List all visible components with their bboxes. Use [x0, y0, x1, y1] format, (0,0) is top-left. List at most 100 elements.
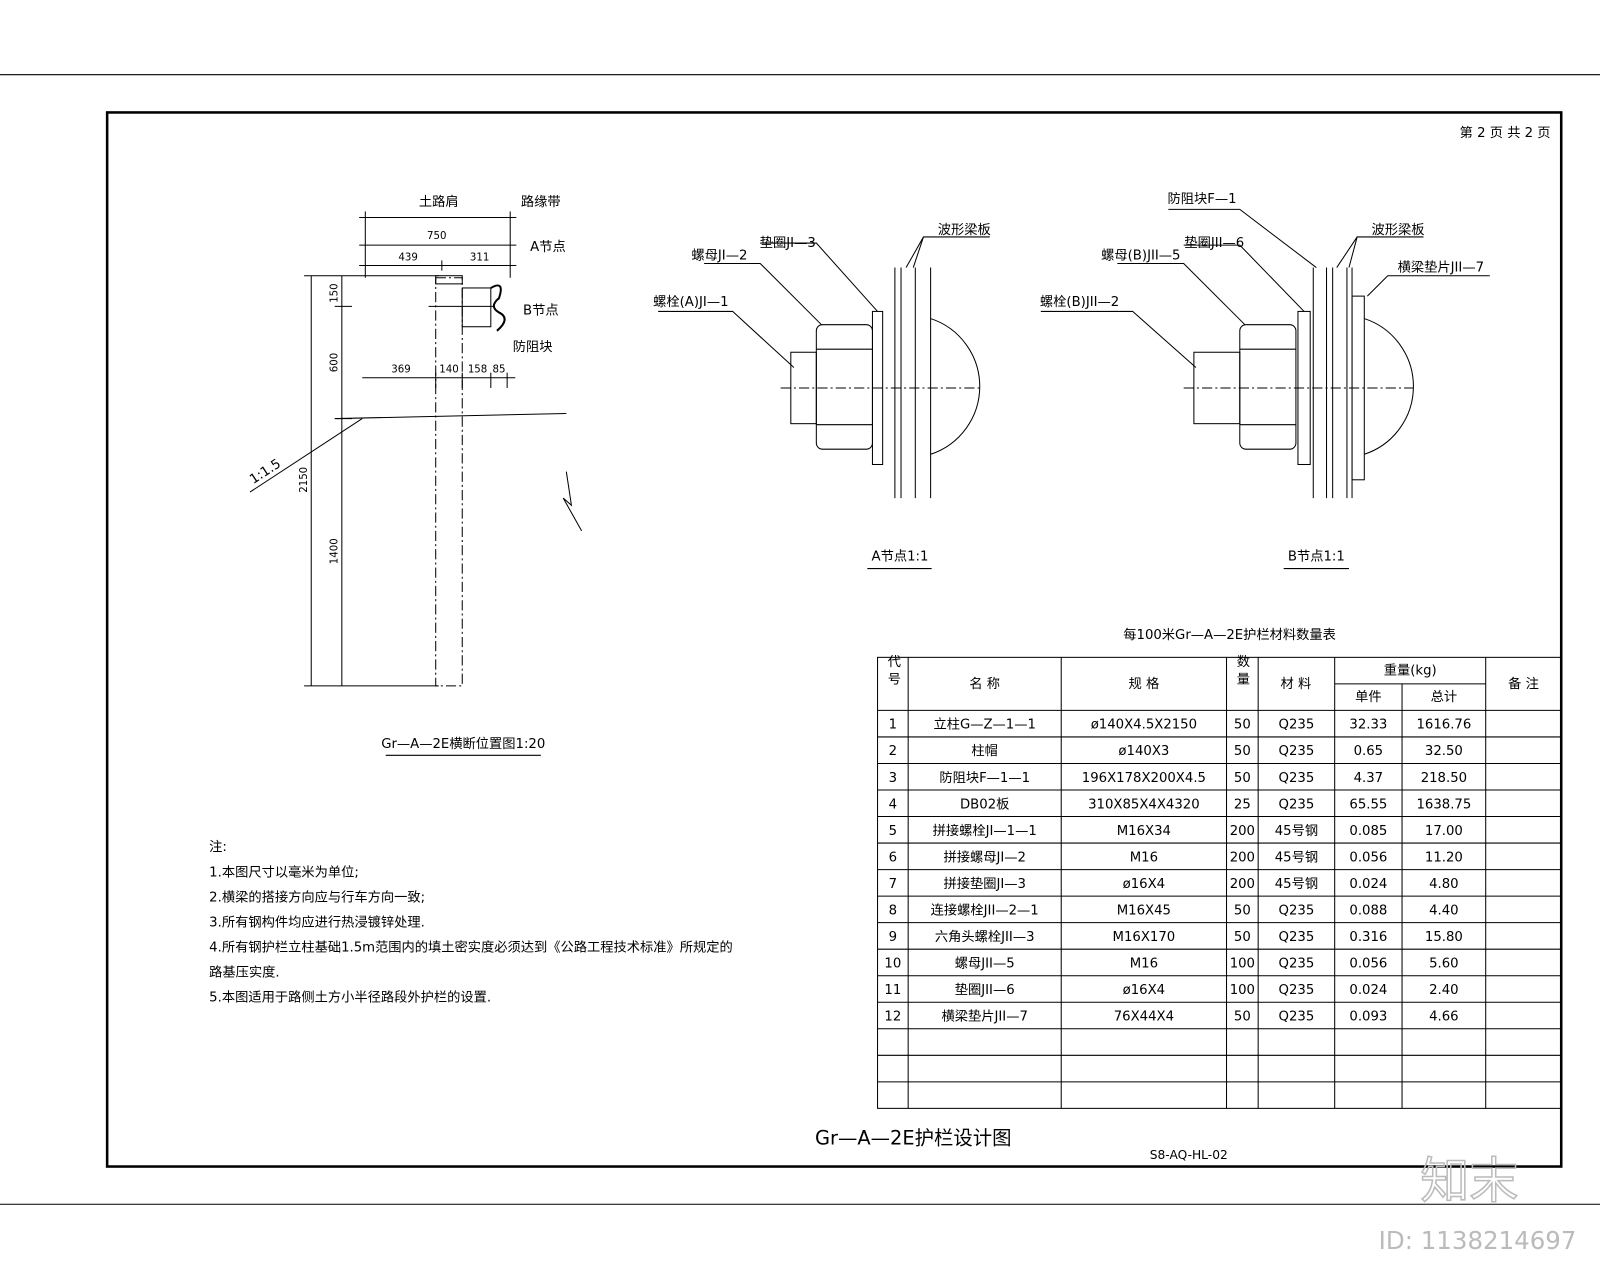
- table-cell: M16X34: [1117, 824, 1171, 839]
- table-cell: Q235: [1279, 718, 1315, 733]
- drawing-code: S8-AQ-HL-02: [1150, 1148, 1228, 1162]
- table-cell: 218.50: [1421, 771, 1467, 786]
- table-cell: 11: [884, 983, 901, 998]
- table-cell: ø140X3: [1118, 744, 1169, 759]
- table-cell: 拼接垫圈JI—3: [943, 875, 1025, 892]
- table-cell: Q235: [1279, 744, 1315, 759]
- table-cell: 0.088: [1349, 903, 1387, 918]
- detail-b: 防阻块F—1 螺母(B)JII—5 垫圈JII—6 波形梁板 横梁垫片JII—7…: [1040, 191, 1490, 570]
- note-line: 路基压实度.: [209, 965, 279, 981]
- table-border: [877, 656, 1562, 1109]
- dim: 150: [330, 283, 341, 302]
- table-cell: 100: [1230, 983, 1255, 998]
- table-cell: 6: [889, 850, 897, 865]
- label: A节点: [530, 239, 566, 255]
- table-cell: 8: [889, 903, 897, 918]
- dim: 1400: [330, 538, 341, 564]
- table-header: 名 称: [969, 676, 1000, 692]
- dim: 439: [398, 252, 417, 263]
- note-line: 5.本图适用于路侧土方小半径路段外护栏的设置.: [209, 990, 491, 1006]
- leader: [658, 310, 795, 368]
- label: 垫圈JI—3: [760, 235, 816, 251]
- table-cell: ø140X4.5X2150: [1091, 718, 1197, 733]
- table-cell: 100: [1230, 956, 1255, 971]
- note-line: 1.本图尺寸以毫米为单位;: [209, 864, 359, 881]
- table-cell: M16: [1130, 850, 1158, 865]
- table-cell: 50: [1234, 744, 1251, 759]
- note-line: 4.所有钢护栏立柱基础1.5m范围内的填土密实度必须达到《公路工程技术标准》所规…: [209, 939, 733, 956]
- table-cell: 2: [889, 744, 897, 759]
- table-cell: Q235: [1279, 983, 1315, 998]
- table-cell: 25: [1234, 797, 1251, 812]
- notes-heading: 注:: [209, 839, 227, 855]
- table-cell: 50: [1234, 930, 1251, 945]
- dim: 2150: [299, 467, 310, 493]
- table-cell: 螺母JII—5: [955, 955, 1015, 971]
- table-cell: 4.37: [1354, 771, 1384, 786]
- dim: 85: [492, 365, 505, 376]
- table-header: 数量: [1234, 654, 1250, 689]
- table-cell: 拼接螺栓JI—1—1: [933, 822, 1037, 839]
- watermark-id: ID: 1138214697: [1379, 1226, 1577, 1255]
- table-header: 材 料: [1281, 676, 1312, 692]
- table-cell: 11.20: [1425, 850, 1463, 865]
- page-info: 第 2 页 共 2 页: [1460, 124, 1551, 141]
- table-cell: 4.40: [1429, 903, 1459, 918]
- dim: 369: [391, 365, 410, 376]
- label: 防阻块: [513, 339, 553, 355]
- bolt-head: [930, 318, 981, 455]
- table-cell: 310X85X4X4320: [1088, 797, 1200, 812]
- caption: Gr—A—2E横断位置图1:20: [381, 736, 545, 752]
- leader: [1168, 208, 1317, 268]
- detail-a: 螺母JI—2 垫圈JI—3 螺栓(A)JI—1 波形梁板 A节点1:1: [653, 222, 991, 570]
- table-cell: 0.056: [1349, 956, 1387, 971]
- label: 波形梁板: [938, 222, 991, 238]
- table-cell: 45号钢: [1275, 876, 1318, 892]
- table-cell: 32.33: [1349, 718, 1387, 733]
- bolt-head: [1364, 318, 1414, 455]
- drawing-title: Gr—A—2E护栏设计图: [815, 1126, 1011, 1149]
- table-cell: 横梁垫片JII—7: [941, 1009, 1027, 1025]
- table-cell: 50: [1234, 771, 1251, 786]
- table-cell: Q235: [1279, 771, 1315, 786]
- table-header: 规 格: [1129, 676, 1160, 692]
- label: 螺母JI—2: [691, 247, 747, 263]
- table-cell: 4.80: [1429, 877, 1459, 892]
- table-cell: 0.024: [1349, 877, 1387, 892]
- table-cell: 防阻块F—1—1: [939, 770, 1030, 786]
- table-cell: M16: [1130, 956, 1158, 971]
- table-cell: 拼接螺母JI—2: [943, 848, 1025, 865]
- table-header: 单件: [1355, 689, 1382, 705]
- dim: 750: [427, 231, 446, 242]
- table-header: 备 注: [1508, 675, 1539, 692]
- caption: B节点1:1: [1288, 548, 1345, 564]
- table-cell: 0.085: [1349, 824, 1387, 839]
- table-cell: 六角头螺栓JII—3: [935, 929, 1035, 945]
- table-cell: 柱帽: [971, 743, 998, 759]
- table-cell: 200: [1230, 877, 1255, 892]
- dim: 311: [470, 252, 489, 263]
- table-cell: 50: [1234, 903, 1251, 918]
- table-header: 重量(kg): [1384, 663, 1437, 679]
- table-cell: 4.66: [1429, 1010, 1459, 1025]
- table-cell: 45号钢: [1275, 823, 1318, 839]
- table-cell: Q235: [1279, 797, 1315, 812]
- material-table: 每100米Gr—A—2E护栏材料数量表 代号名 称 规 格 数量材 料 重量(kg)单…: [877, 627, 1562, 1109]
- slope: [249, 418, 363, 493]
- table-header: 总计: [1431, 689, 1458, 705]
- label: 螺栓(B)JII—2: [1040, 294, 1119, 310]
- label: 土路肩: [419, 194, 459, 210]
- table-cell: 1638.75: [1416, 797, 1471, 812]
- table-cell: Q235: [1279, 956, 1315, 971]
- table-cell: 0.093: [1349, 1010, 1387, 1025]
- label: B节点: [523, 302, 559, 318]
- table-cell: Q235: [1279, 930, 1315, 945]
- label: 防阻块F—1: [1168, 191, 1237, 207]
- beam: [490, 284, 506, 332]
- note-line: 2.横梁的搭接方向应与行车方向一致;: [209, 889, 425, 906]
- post: [435, 277, 463, 687]
- table-cell: 2.40: [1429, 983, 1459, 998]
- table-cell: 200: [1230, 824, 1255, 839]
- table-cell: 15.80: [1425, 930, 1463, 945]
